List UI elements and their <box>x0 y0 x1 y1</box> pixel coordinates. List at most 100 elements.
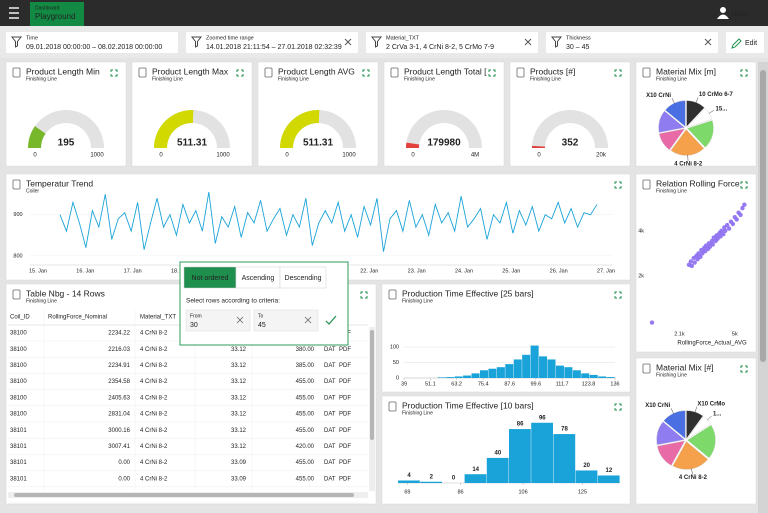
card-icon <box>388 401 397 412</box>
criteria-input[interactable] <box>253 309 319 332</box>
user-icon[interactable] <box>717 7 729 19</box>
table-cell: 38101 <box>10 476 27 482</box>
card-title: Relation Rolling Force <box>656 178 740 188</box>
table-cell: 420.00 <box>296 444 315 450</box>
filter-chip[interactable] <box>366 32 538 53</box>
bar-value-label: 0 <box>452 476 456 482</box>
table-cell: 4 CrNi 8-2 <box>140 347 168 353</box>
filter-chip[interactable] <box>186 32 358 53</box>
expand-button[interactable] <box>110 69 118 77</box>
card-title: Production Time Effective [10 bars] <box>402 400 534 410</box>
pie-slice <box>656 421 686 446</box>
y-tick-label: 50 <box>393 360 399 366</box>
histogram-bar <box>505 364 514 378</box>
y-tick-label: 4k <box>638 228 644 234</box>
clear-input[interactable] <box>236 316 244 324</box>
table-cell: 3007.41 <box>108 444 130 450</box>
download-link: PDF <box>339 363 351 369</box>
page-scroll-thumb[interactable] <box>760 70 766 362</box>
download-link: DAT <box>324 379 336 385</box>
download-link: DAT <box>324 428 336 434</box>
pie-label: 15... <box>716 106 728 112</box>
edit-icon <box>731 38 742 49</box>
table-cell: 33.12 <box>231 444 247 450</box>
clear-input[interactable] <box>304 316 312 324</box>
expand-button[interactable] <box>740 69 748 77</box>
download-link: DAT <box>324 412 336 418</box>
expand-button[interactable] <box>614 69 622 77</box>
gauge-track <box>532 110 608 148</box>
pie-leader <box>695 97 699 103</box>
card-title: Table Nbg - 14 Rows <box>26 288 105 298</box>
sort-option[interactable] <box>279 266 327 289</box>
card-title: Temperatur Trend <box>26 178 93 188</box>
histogram-bar <box>553 434 576 483</box>
expand-button[interactable] <box>614 181 622 189</box>
x-tick-label: 87.6 <box>504 381 515 387</box>
scatter-point <box>710 242 716 247</box>
apply-button[interactable] <box>325 315 337 325</box>
pie-slice <box>687 424 716 459</box>
scatter-point <box>688 259 694 264</box>
filter-chip[interactable] <box>546 32 718 53</box>
vertical-scroll-thumb[interactable] <box>370 330 374 440</box>
x-tick-label: 23. Jan <box>408 268 426 274</box>
y-tick-label: 900 <box>13 212 22 218</box>
column-header: Coil_ID <box>10 315 30 321</box>
expand-button[interactable] <box>362 69 370 77</box>
download-link: PDF <box>339 395 351 401</box>
expand-button[interactable] <box>236 69 244 77</box>
dashboard-tab[interactable] <box>30 2 84 26</box>
table-cell: 38100 <box>10 412 27 418</box>
sort-option-label: Descending <box>285 275 322 282</box>
expand-button[interactable] <box>740 365 748 373</box>
x-tick-label: 22. Jan <box>360 268 378 274</box>
histogram-bar <box>463 375 472 378</box>
table-cell: 4 CrNi 8-2 <box>140 412 168 418</box>
table-cell: 2234.91 <box>108 363 130 369</box>
expand-button[interactable] <box>614 291 622 299</box>
download-link: PDF <box>339 412 351 418</box>
gauge-min-label: 0 <box>33 153 37 159</box>
download-link: PDF <box>339 428 351 434</box>
filter-clear[interactable] <box>524 38 532 46</box>
expand-button[interactable] <box>488 69 496 77</box>
pie-label: 10 CrMo 6-7 <box>699 92 734 98</box>
pie-label: X10 CrNi <box>646 93 671 99</box>
menu-button[interactable] <box>9 7 19 19</box>
gauge-value: 511.31 <box>303 138 333 149</box>
filter-clear[interactable] <box>704 38 712 46</box>
horizontal-scroll-thumb[interactable] <box>14 493 354 497</box>
expand-button[interactable] <box>740 181 748 189</box>
expand-button[interactable] <box>614 403 622 411</box>
histogram-bar <box>471 373 480 378</box>
user-name: User <box>731 9 748 18</box>
filter-chip[interactable] <box>6 32 178 53</box>
pie-slice <box>658 110 686 133</box>
gauge-value: 511.31 <box>177 138 207 149</box>
gauge-value-arc <box>280 110 320 148</box>
table-cell: 2405.63 <box>108 395 130 401</box>
edit-button[interactable] <box>726 32 764 53</box>
y-tick-label: 0 <box>396 375 399 381</box>
table-cell: 4 CrNi 8-2 <box>140 363 168 369</box>
download-link: DAT <box>324 476 336 482</box>
scatter-point <box>719 228 724 233</box>
pie-label: 1... <box>713 412 722 418</box>
x-tick-label: 15. Jan <box>29 268 47 274</box>
filter-clear[interactable] <box>344 38 352 46</box>
expand-button[interactable] <box>360 291 368 299</box>
scatter-point <box>723 228 728 233</box>
histogram-bar <box>513 359 522 378</box>
criteria-input[interactable] <box>185 309 251 332</box>
histogram-bar <box>581 373 590 378</box>
criteria-prompt: Select rows according to criteria: <box>186 298 280 305</box>
gauge-max-label: 20k <box>596 153 607 159</box>
card-icon <box>264 67 273 78</box>
card-subtitle: Finishing Line <box>152 76 183 82</box>
filter-label: Material_TXT <box>386 35 420 41</box>
download-link: DAT <box>324 444 336 450</box>
table-cell: 33.12 <box>231 412 247 418</box>
card-title: Production Time Effective [25 bars] <box>402 288 534 298</box>
pie-slice <box>658 128 686 151</box>
